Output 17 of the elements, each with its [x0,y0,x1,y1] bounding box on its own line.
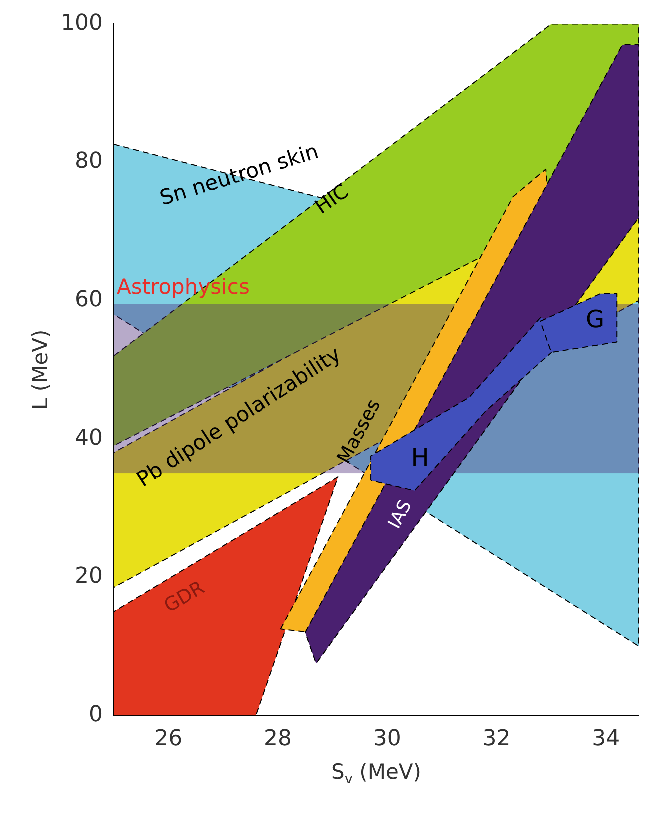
y-tick-label: 60 [74,287,103,312]
x-tick-label: 26 [154,726,183,752]
y-tick-label: 20 [74,564,103,590]
y-axis-title: L (MeV) [28,330,52,410]
annotation: HIC [310,179,353,219]
x-tick-label: 30 [373,726,402,752]
y-tick-label: 80 [74,149,103,174]
x-tick-label: 28 [264,726,292,752]
annotation: GDR [160,576,208,618]
x-tick-label: 32 [482,726,511,752]
x-tick-label: 34 [592,726,620,752]
y-tick-label: 0 [88,702,103,728]
y-tick-label: 100 [60,10,103,36]
annotation: IAS [384,496,416,532]
y-tick-label: 40 [74,426,103,451]
annotation: H [411,444,430,472]
annotation: G [586,306,605,334]
